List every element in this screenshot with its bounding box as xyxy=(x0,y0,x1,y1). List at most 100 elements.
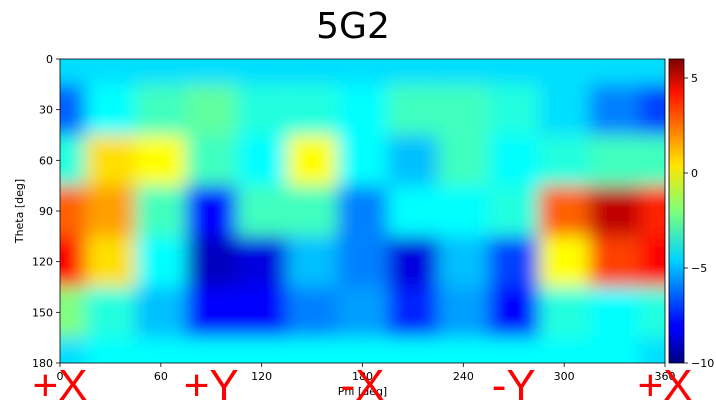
heatmap-cell xyxy=(60,236,86,287)
heatmap-cell xyxy=(337,337,388,363)
heatmap-cell xyxy=(589,337,640,363)
orientation-label: +X xyxy=(32,361,87,403)
x-axis: 0 60 120 180 240 300 360 Phi [deg] xyxy=(57,363,676,398)
heatmap-cell xyxy=(135,59,187,85)
heatmap-cell xyxy=(387,59,439,85)
heatmap-cell xyxy=(538,59,590,85)
heatmap-cell xyxy=(286,59,338,85)
colorbar-tick-label: 5 xyxy=(691,72,698,85)
heatmap-cell xyxy=(488,287,539,338)
colorbar-tick-label: −5 xyxy=(691,262,707,275)
heatmap-cell xyxy=(387,236,439,287)
heatmap-cell xyxy=(186,185,237,237)
y-axis-label: Theta [deg] xyxy=(13,179,26,244)
heatmap-cell xyxy=(236,84,287,135)
y-tick-label: 120 xyxy=(32,256,53,269)
heatmap-cell xyxy=(589,59,640,85)
heatmap-cell xyxy=(488,84,539,135)
heatmap-cell xyxy=(85,59,136,85)
heatmap-cell xyxy=(85,135,136,186)
heatmap-cell xyxy=(186,135,237,186)
heatmap-cell xyxy=(286,84,338,135)
heatmap-cell xyxy=(538,135,590,186)
heatmap-cell xyxy=(538,185,590,237)
heatmap-cell xyxy=(135,135,187,186)
chart-title: 5G2 xyxy=(316,6,390,47)
heatmap-cell xyxy=(186,287,237,338)
heatmap-cell xyxy=(236,135,287,186)
heatmap-cell xyxy=(135,84,187,135)
heatmap-cell xyxy=(538,236,590,287)
colorbar-tick-label: −10 xyxy=(691,357,714,370)
heatmap-cell xyxy=(488,185,539,237)
heatmap-cell xyxy=(337,59,388,85)
heatmap-cell xyxy=(337,287,388,338)
orientation-label: -Y xyxy=(492,361,536,403)
heatmap-cell xyxy=(186,236,237,287)
y-tick-label: 0 xyxy=(46,53,53,66)
colorbar: 5 0 −5 −10 xyxy=(668,58,714,370)
heatmap-cell xyxy=(286,236,338,287)
heatmap-cell xyxy=(286,185,338,237)
heatmap-cell xyxy=(85,287,136,338)
x-tick-label: 0 xyxy=(57,370,64,383)
heatmap-cell xyxy=(538,287,590,338)
heatmap-cell xyxy=(589,185,640,237)
orientation-label: +X xyxy=(637,361,692,403)
heatmap-cell xyxy=(488,236,539,287)
heatmap-cell xyxy=(60,59,86,85)
orientation-labels: +X +Y -X -Y +X xyxy=(32,361,692,403)
heatmap-cell xyxy=(387,84,439,135)
heatmap-cell xyxy=(85,185,136,237)
heatmap-cell xyxy=(387,287,439,338)
heatmap-cells xyxy=(60,59,665,363)
heatmap-cell xyxy=(135,287,187,338)
heatmap-cell xyxy=(387,337,439,363)
heatmap-cell xyxy=(85,337,136,363)
heatmap-cell xyxy=(438,287,489,338)
heatmap-cell xyxy=(186,84,237,135)
heatmap-cell xyxy=(286,135,338,186)
y-tick-label: 60 xyxy=(39,154,53,167)
heatmap-cell xyxy=(60,84,86,135)
x-tick-label: 360 xyxy=(655,370,676,383)
y-tick-label: 150 xyxy=(32,306,53,319)
heatmap-cell xyxy=(438,185,489,237)
heatmap-cell xyxy=(438,236,489,287)
heatmap-cell xyxy=(60,287,86,338)
heatmap-cell xyxy=(589,287,640,338)
heatmap-cell xyxy=(85,84,136,135)
heatmap-cell xyxy=(639,135,665,186)
heatmap-cell xyxy=(438,337,489,363)
heatmap-cell xyxy=(387,135,439,186)
heatmap-cell xyxy=(286,337,338,363)
heatmap-cell xyxy=(337,236,388,287)
y-tick-label: 180 xyxy=(32,357,53,370)
plot-area xyxy=(59,58,666,364)
heatmap-cell xyxy=(589,84,640,135)
heatmap-cell xyxy=(438,135,489,186)
heatmap-cell xyxy=(639,287,665,338)
heatmap-cell xyxy=(639,185,665,237)
y-axis: 0 30 60 90 120 150 180 xyxy=(32,53,60,370)
heatmap-cell xyxy=(639,84,665,135)
x-tick-label: 300 xyxy=(554,370,575,383)
heatmap-cell xyxy=(135,236,187,287)
heatmap-cell xyxy=(186,59,237,85)
colorbar-ticks: 5 0 −5 −10 xyxy=(684,72,714,370)
colorbar-tick-label: 0 xyxy=(691,167,698,180)
heatmap-cell xyxy=(85,236,136,287)
heatmap-cell xyxy=(60,135,86,186)
heatmap-cell xyxy=(438,84,489,135)
heatmap-cell xyxy=(236,236,287,287)
heatmap-cell xyxy=(186,337,237,363)
heatmap-cell xyxy=(438,59,489,85)
heatmap-cell xyxy=(589,135,640,186)
x-tick-label: 60 xyxy=(154,370,168,383)
heatmap-cell xyxy=(639,337,665,363)
heatmap-cell xyxy=(286,287,338,338)
orientation-label: +Y xyxy=(184,361,239,403)
x-tick-label: 120 xyxy=(251,370,272,383)
heatmap-cell xyxy=(236,59,287,85)
